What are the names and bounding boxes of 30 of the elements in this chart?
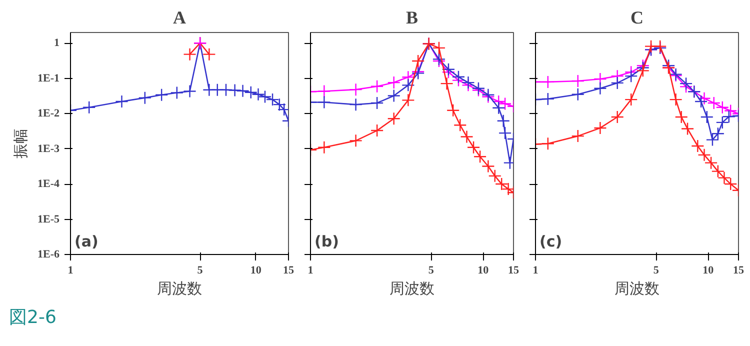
x-tick-label: 1 — [532, 264, 538, 276]
x-tick-label: 15 — [283, 264, 294, 276]
x-tick-label: 5 — [428, 264, 434, 276]
caption: 図2-6 — [9, 306, 56, 330]
y-axis-title: 振幅 — [12, 128, 30, 158]
x-axis-title: 周波数 — [390, 280, 434, 298]
x-tick-label: 10 — [478, 264, 490, 276]
x-tick-label: 5 — [653, 264, 660, 276]
chart-title: C — [630, 8, 644, 28]
y-tick-label: 1E-3 — [38, 142, 60, 155]
x-tick-label: 10 — [702, 264, 714, 276]
y-tick-label: 1E-6 — [38, 248, 60, 260]
x-tick-label: 5 — [197, 264, 204, 276]
x-axis-title: 周波数 — [157, 280, 202, 298]
y-tick-label: 1E-2 — [38, 108, 60, 120]
x-tick-label: 1 — [68, 264, 74, 276]
annotation: (b) — [314, 232, 339, 250]
x-tick-label: 15 — [508, 264, 520, 276]
annotation: (c) — [540, 232, 562, 250]
annotation: (a) — [74, 232, 98, 250]
y-tick-label: 1E-1 — [38, 72, 60, 84]
chart-title: A — [173, 8, 186, 28]
y-tick-label: 1E-4 — [38, 178, 60, 190]
chart-title: B — [406, 8, 418, 28]
y-tick-label: 1E-5 — [38, 213, 60, 226]
x-tick-label: 1 — [308, 264, 314, 276]
x-axis-title: 周波数 — [614, 280, 660, 298]
x-tick-label: 15 — [733, 264, 744, 276]
x-tick-label: 10 — [250, 264, 262, 276]
y-tick-label: 1 — [54, 37, 60, 50]
